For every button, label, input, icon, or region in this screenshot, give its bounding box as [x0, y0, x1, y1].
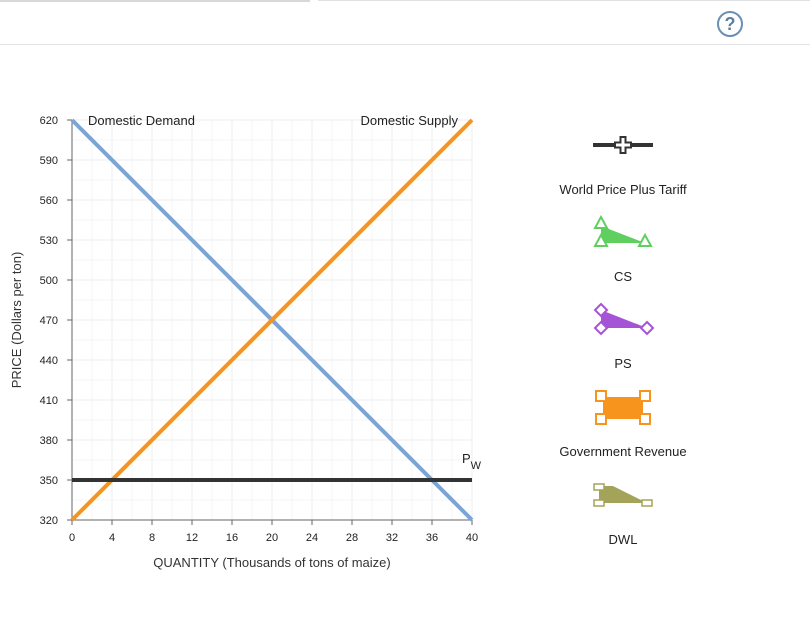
palette-label: Government Revenue: [559, 444, 686, 459]
palette-label: World Price Plus Tariff: [559, 182, 687, 197]
chart-labels: QUANTITY (Thousands of tons of maize) PRI…: [9, 113, 482, 570]
vertex-handle-icon: [595, 390, 607, 402]
x-tick-label: 20: [266, 532, 278, 544]
x-tick-label: 12: [186, 532, 198, 544]
x-tick-label: 4: [109, 532, 115, 544]
world-price-label: PW: [462, 451, 482, 472]
supply-curve[interactable]: [70, 118, 474, 522]
y-tick-label: 620: [40, 115, 58, 127]
chart-ticks: 0 4 8 12 16 20 24 28 32 36 40 320 350 380 410 440 470 500…: [40, 115, 478, 544]
square-icon: [603, 397, 643, 419]
x-tick-label: 24: [306, 532, 318, 544]
vertex-handle-icon: [593, 320, 609, 336]
y-axis-title: PRICE (Dollars per ton): [9, 252, 24, 389]
y-tick-label: 590: [40, 155, 58, 167]
help-button[interactable]: ?: [717, 11, 743, 37]
y-tick-label: 560: [40, 195, 58, 207]
x-tick-label: 40: [466, 532, 478, 544]
y-tick-label: 440: [40, 355, 58, 367]
chart-series[interactable]: [70, 118, 474, 522]
drawing-palette[interactable]: World Price Plus Tariff CS PS Government Re…: [559, 136, 687, 547]
vertex-handle-icon: [595, 413, 607, 425]
cross-icon: [614, 136, 632, 154]
vertex-handle-icon: [593, 483, 605, 491]
y-tick-label: 500: [40, 275, 58, 287]
top-rule: [318, 0, 810, 1]
palette-label: CS: [614, 269, 632, 284]
palette-tool-trapezoid[interactable]: [593, 483, 653, 507]
vertex-handle-icon: [639, 413, 651, 425]
palette-tool-diamond[interactable]: [593, 302, 655, 336]
vertex-handle-icon: [593, 499, 605, 507]
palette-tool-square[interactable]: [595, 390, 651, 425]
palette-tool-cross-line[interactable]: [593, 136, 653, 154]
vertex-handle-icon: [641, 499, 653, 507]
vertex-handle-icon: [593, 214, 609, 229]
y-tick-label: 410: [40, 395, 58, 407]
x-tick-label: 8: [149, 532, 155, 544]
y-tick-label: 470: [40, 315, 58, 327]
vertex-handle-icon: [593, 232, 609, 247]
palette-label: PS: [614, 356, 632, 371]
x-tick-label: 32: [386, 532, 398, 544]
trapezoid-icon: [599, 486, 647, 503]
vertex-handle-icon: [637, 232, 653, 247]
x-axis-title: QUANTITY (Thousands of tons of maize): [153, 555, 390, 570]
palette-tool-triangle[interactable]: [593, 214, 653, 247]
triangle-icon: [601, 226, 645, 243]
vertex-handle-icon: [639, 320, 655, 336]
x-tick-label: 36: [426, 532, 438, 544]
header-divider: [0, 44, 810, 45]
vertex-handle-icon: [639, 390, 651, 402]
supply-curve-label: Domestic Supply: [360, 113, 458, 128]
x-tick-label: 16: [226, 532, 238, 544]
diamond-icon: [601, 310, 647, 328]
vertex-handle-icon: [593, 302, 609, 318]
palette-label: DWL: [609, 532, 638, 547]
x-tick-label: 0: [69, 532, 75, 544]
x-tick-label: 28: [346, 532, 358, 544]
y-tick-label: 530: [40, 235, 58, 247]
top-rule: [0, 0, 310, 2]
demand-curve-label: Domestic Demand: [88, 113, 195, 128]
y-tick-label: 380: [40, 435, 58, 447]
y-tick-label: 350: [40, 475, 58, 487]
y-tick-label: 320: [40, 515, 58, 527]
